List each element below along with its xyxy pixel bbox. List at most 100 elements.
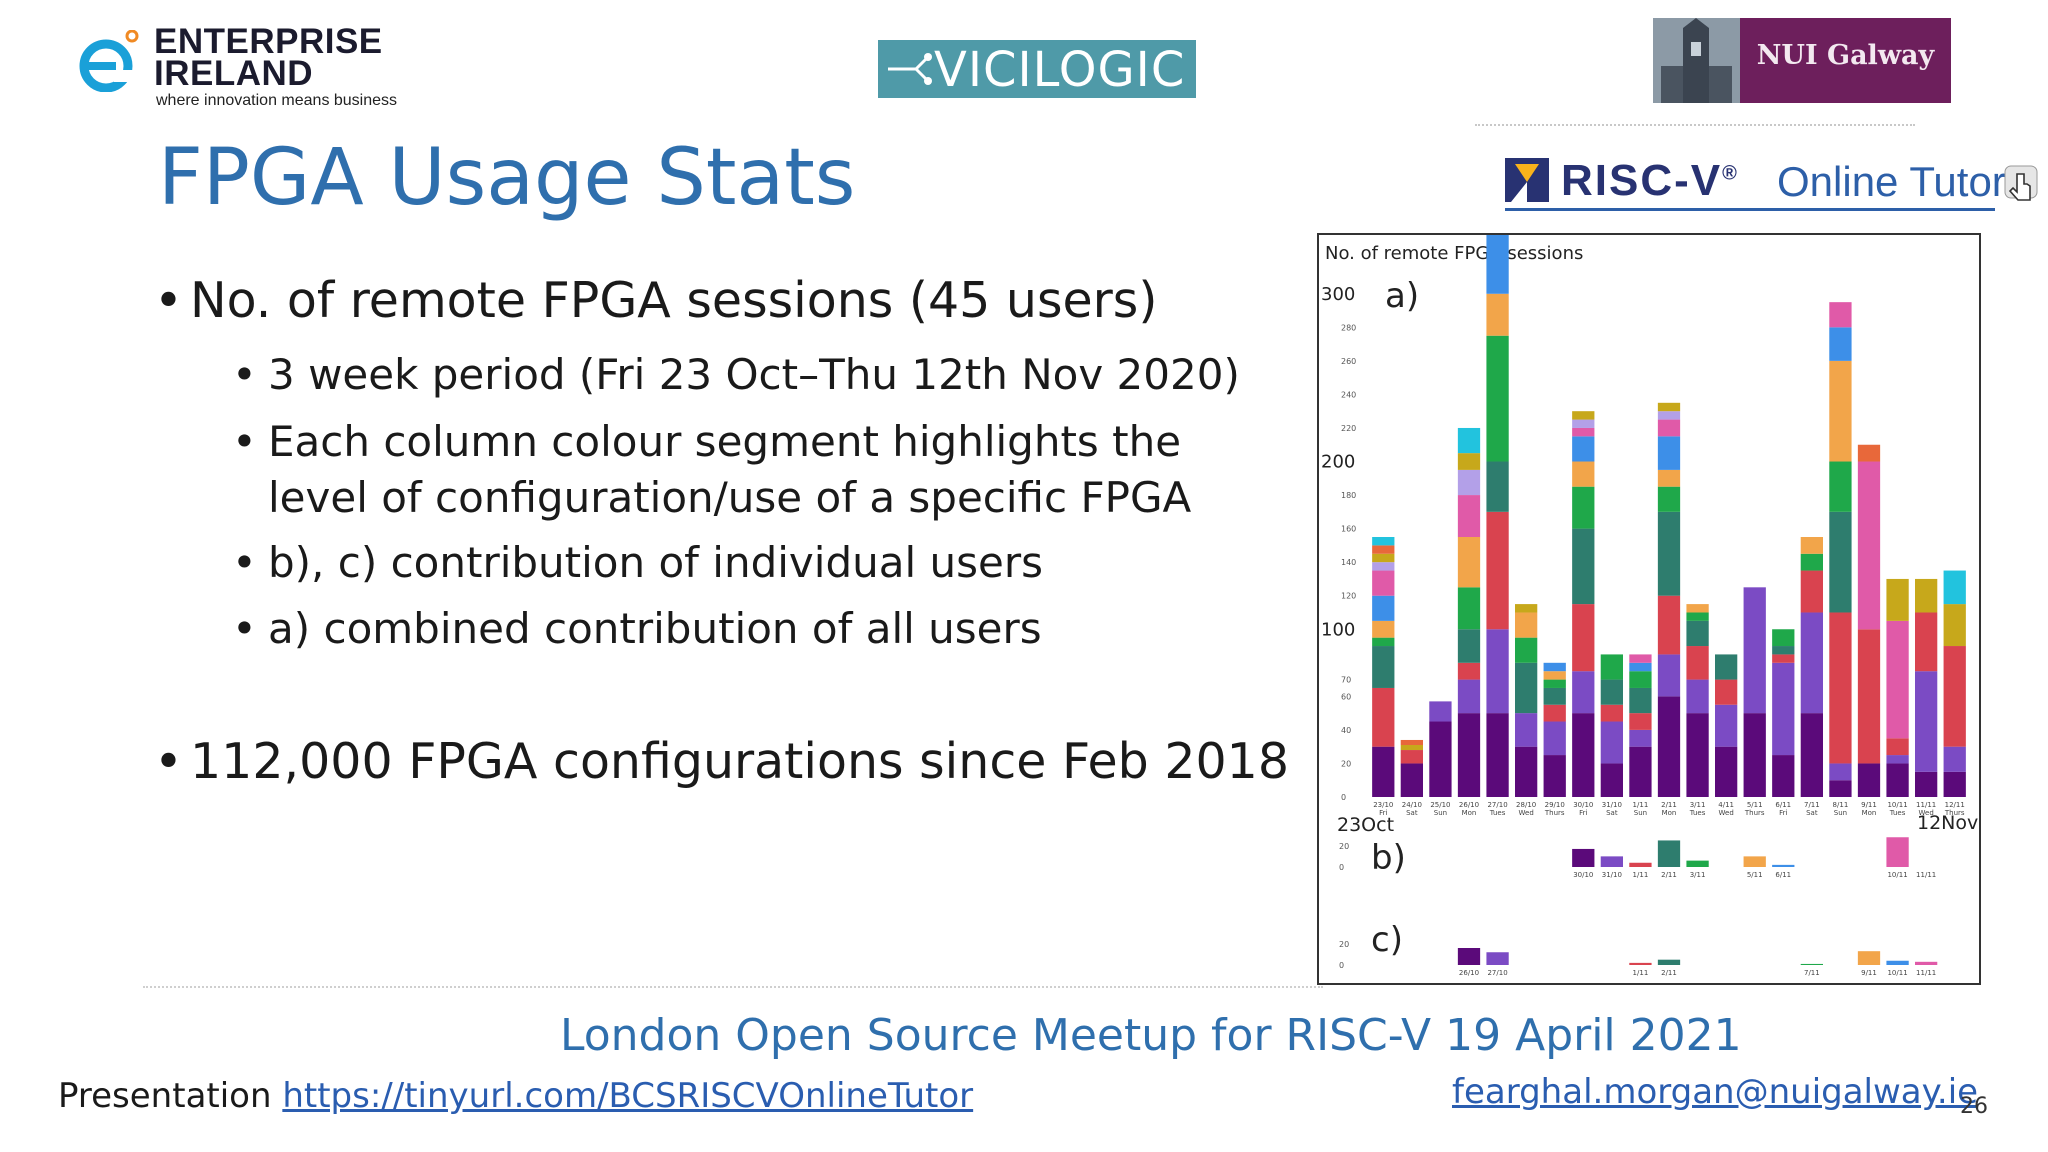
bar-segment bbox=[1543, 662, 1566, 672]
email-link[interactable]: fearghal.morgan@nuigalway.ie bbox=[1452, 1072, 1979, 1112]
x-weekday-label: Mon bbox=[1862, 809, 1877, 817]
chart-ylabel: No. of remote FPGA sessions bbox=[1325, 243, 1583, 264]
x-weekday-label: Sat bbox=[1606, 809, 1618, 817]
bar-segment bbox=[1372, 687, 1395, 747]
riscv-online-tutor-link[interactable]: RISC-V® Online Tutor bbox=[1505, 152, 2038, 218]
small-x-tick-label: 9/11 bbox=[1861, 969, 1877, 977]
x-tick-label: 28/10 bbox=[1516, 801, 1536, 809]
top-divider bbox=[1475, 124, 1915, 126]
bar-segment bbox=[1657, 654, 1681, 697]
small-x-tick-label: 2/11 bbox=[1661, 969, 1677, 977]
university-tower-icon bbox=[1653, 18, 1740, 103]
presentation-label: Presentation bbox=[58, 1076, 283, 1116]
bar-segment bbox=[1629, 654, 1652, 663]
presentation-link[interactable]: https://tinyurl.com/BCSRISCVOnlineTutor bbox=[282, 1076, 974, 1116]
x-weekday-label: Thurs bbox=[1544, 809, 1565, 817]
online-tutor-text: Online Tutor bbox=[1777, 158, 2006, 205]
x-weekday-label: Tues bbox=[1689, 809, 1706, 817]
enterprise-ireland-logo: ENTERPRISE IRELAND where innovation mean… bbox=[78, 22, 408, 114]
bar-segment bbox=[1657, 486, 1681, 512]
y-tick-major-label: 100 bbox=[1321, 619, 1355, 640]
bar-segment bbox=[1657, 595, 1681, 655]
y-tick-major-label: 200 bbox=[1321, 452, 1355, 473]
bar-segment bbox=[1543, 687, 1566, 705]
bar-segment bbox=[1886, 755, 1909, 764]
sub-bullet-item: • a) combined contribution of all users bbox=[232, 604, 1042, 653]
small-x-tick-label: 1/11 bbox=[1633, 969, 1649, 977]
bar-segment bbox=[1829, 327, 1852, 361]
small-bar bbox=[1629, 862, 1652, 867]
y-tick-minor-label: 20 bbox=[1341, 759, 1351, 768]
small-x-tick-label: 10/11 bbox=[1887, 969, 1907, 977]
bar-segment bbox=[1457, 495, 1481, 537]
small-bar bbox=[1800, 963, 1823, 965]
bar-segment bbox=[1515, 604, 1538, 613]
bar-segment bbox=[1400, 750, 1423, 764]
bar-segment bbox=[1543, 721, 1566, 756]
bar-segment bbox=[1715, 679, 1738, 705]
x-tick-label: 9/11 bbox=[1861, 801, 1877, 809]
bar-segment bbox=[1515, 612, 1538, 638]
bar-segment bbox=[1829, 511, 1852, 613]
chart-canvas: No. of remote FPGA sessionsa)10020030002… bbox=[1321, 235, 1978, 977]
small-bar bbox=[1857, 951, 1881, 965]
vicilogic-node-icon bbox=[888, 53, 932, 85]
bar-segment bbox=[1372, 620, 1395, 638]
bar-segment bbox=[1657, 411, 1681, 420]
bar-segment bbox=[1457, 629, 1481, 663]
small-bar bbox=[1743, 856, 1766, 867]
small-bar bbox=[1886, 837, 1909, 867]
sub-bullet-continuation: level of configuration/use of a specific… bbox=[268, 473, 1192, 522]
start-date-label: 23Oct bbox=[1337, 814, 1394, 836]
small-x-tick-label: 31/10 bbox=[1602, 871, 1622, 879]
bar-segment bbox=[1457, 587, 1481, 630]
nui-galway-text: NUI Galway bbox=[1756, 40, 1935, 71]
vicilogic-text: VICILOGIC bbox=[934, 42, 1186, 98]
bar-segment bbox=[1572, 486, 1595, 529]
bar-segment bbox=[1829, 461, 1852, 512]
bar-segment bbox=[1572, 461, 1595, 487]
small-y-tick-label: 0 bbox=[1339, 961, 1344, 970]
vicilogic-logo: VICILOGIC bbox=[878, 40, 1196, 98]
bar-segment bbox=[1486, 235, 1509, 294]
x-tick-label: 27/10 bbox=[1487, 801, 1507, 809]
bar-segment bbox=[1572, 427, 1595, 437]
small-x-tick-label: 27/10 bbox=[1487, 969, 1507, 977]
small-y-tick-label: 20 bbox=[1339, 940, 1349, 949]
enterprise-ireland-tagline: where innovation means business bbox=[156, 92, 398, 109]
bar-segment bbox=[1457, 427, 1481, 454]
y-tick-minor-label: 70 bbox=[1341, 676, 1351, 685]
bar-segment bbox=[1657, 419, 1681, 437]
y-tick-major-label: 300 bbox=[1321, 284, 1355, 305]
bar-segment bbox=[1915, 578, 1938, 613]
y-tick-minor-label: 260 bbox=[1341, 357, 1356, 366]
x-weekday-label: Sat bbox=[1806, 809, 1818, 817]
enterprise-ireland-logo-icon bbox=[79, 30, 139, 92]
bar-segment bbox=[1372, 553, 1395, 563]
bullet-dot-icon: • bbox=[232, 538, 257, 587]
x-weekday-label: Wed bbox=[1519, 809, 1534, 817]
small-x-tick-label: 11/11 bbox=[1916, 871, 1936, 879]
small-bar bbox=[1600, 856, 1623, 867]
bar-segment bbox=[1572, 671, 1595, 714]
small-bar bbox=[1457, 948, 1481, 965]
bar-segment bbox=[1372, 562, 1395, 571]
bar-segment bbox=[1800, 612, 1823, 714]
bar-segment bbox=[1915, 771, 1938, 797]
x-tick-label: 23/10 bbox=[1373, 801, 1393, 809]
bar-segment bbox=[1457, 679, 1481, 714]
bar-segment bbox=[1686, 713, 1709, 797]
bullet-dot-icon: • bbox=[154, 272, 183, 329]
x-tick-label: 3/11 bbox=[1690, 801, 1706, 809]
bar-segment bbox=[1457, 469, 1481, 496]
y-tick-minor-label: 120 bbox=[1341, 592, 1356, 601]
bar-segment bbox=[1857, 763, 1881, 797]
bar-segment bbox=[1657, 436, 1681, 470]
bar-segment bbox=[1400, 745, 1423, 751]
small-x-tick-label: 11/11 bbox=[1916, 969, 1936, 977]
bullet-item: • No. of remote FPGA sessions (45 users) bbox=[154, 272, 1158, 329]
y-tick-minor-label: 160 bbox=[1341, 525, 1356, 534]
bar-segment bbox=[1657, 696, 1681, 797]
small-bar bbox=[1572, 848, 1595, 867]
bar-segment bbox=[1629, 687, 1652, 714]
